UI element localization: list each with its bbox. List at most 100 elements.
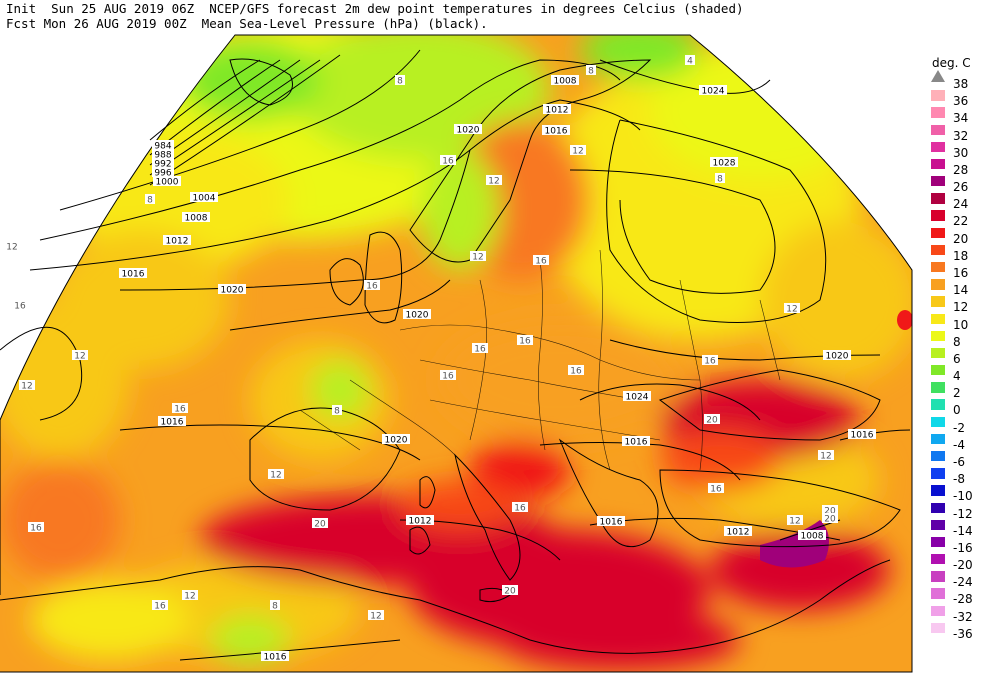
- legend-label: -14: [953, 523, 973, 538]
- isobar-label: 1024: [626, 393, 649, 403]
- legend-swatch: [931, 502, 945, 513]
- dewpoint-label-bg: [472, 343, 488, 353]
- dewpoint-label-bg: [685, 55, 695, 65]
- dewpoint-label: 12: [786, 305, 797, 315]
- isobar-label-bg: [218, 284, 246, 294]
- legend-label: 20: [953, 231, 969, 246]
- dewpoint-label-bg: [395, 75, 405, 85]
- legend-label: 26: [953, 180, 969, 195]
- isobar-label-bg: [153, 176, 181, 186]
- dewpoint-label: 12: [74, 352, 85, 362]
- dewpoint-label-bg: [270, 600, 280, 610]
- legend-label: 38: [953, 77, 969, 91]
- legend-label: 4: [953, 369, 961, 384]
- legend-swatch: [931, 605, 945, 616]
- dewpoint-label-bg: [12, 300, 28, 310]
- dewpoint-label-bg: [486, 175, 502, 185]
- isobar-label: 1012: [546, 106, 569, 116]
- dewpoint-label-bg: [364, 280, 380, 290]
- legend-label: -6: [953, 454, 965, 469]
- legend-swatch: [931, 244, 945, 256]
- dewpoint-label: 16: [442, 372, 454, 382]
- dewpoint-label: 12: [370, 612, 381, 622]
- legend-swatch: [931, 347, 945, 359]
- dewpoint-label: 8: [397, 77, 403, 87]
- legend-label: 30: [953, 145, 969, 160]
- dewpoint-label: 12: [472, 253, 483, 263]
- isobar-label: 1012: [727, 528, 750, 538]
- isobar-label-bg: [724, 526, 752, 536]
- dewpoint-label-bg: [818, 450, 834, 460]
- dewpoint-label-bg: [822, 505, 838, 515]
- isobar-label: 1028: [713, 159, 736, 169]
- dewpoint-label: 8: [147, 196, 153, 206]
- legend-swatch: [931, 399, 945, 410]
- isobar-label-bg: [699, 85, 727, 95]
- legend-swatch: [931, 365, 945, 376]
- dewpoint-label-bg: [568, 365, 584, 375]
- dewpoint-label: 12: [488, 177, 499, 187]
- isobar-label: 1016: [545, 127, 568, 137]
- dewpoint-label-bg: [172, 403, 188, 413]
- isobar-label: 1020: [385, 436, 408, 446]
- isobar-label-bg: [152, 149, 174, 159]
- isobar-label-bg: [710, 157, 738, 167]
- dewpoint-label: 12: [820, 452, 831, 462]
- legend-swatch: [931, 141, 945, 153]
- legend-swatch: [931, 519, 945, 531]
- isobar-label-bg: [597, 516, 625, 526]
- header-line-1: Init Sun 25 AUG 2019 06Z NCEP/GFS foreca…: [6, 1, 744, 16]
- dewpoint-label: 16: [366, 282, 378, 292]
- legend-label: 32: [953, 128, 969, 143]
- dewpoint-label: 16: [710, 485, 722, 495]
- legend-label: -16: [953, 540, 973, 555]
- dewpoint-label: 16: [174, 405, 186, 415]
- dewpoint-label: 12: [184, 592, 195, 602]
- isobar-label: 1000: [156, 178, 179, 188]
- legend-swatch: [931, 227, 945, 238]
- dewpoint-label-bg: [784, 303, 800, 313]
- isobar-label: 992: [154, 160, 171, 170]
- legend-label: 12: [953, 300, 969, 315]
- legend-swatch: [931, 330, 945, 342]
- dewpoint-label: 20: [824, 515, 836, 525]
- legend-swatch: [931, 261, 945, 273]
- dewpoint-label: 20: [824, 507, 836, 517]
- legend-label: -28: [953, 592, 973, 607]
- isobar-label: 988: [154, 151, 171, 161]
- dewpoint-label: 20: [504, 587, 516, 597]
- dewpoint-label: 12: [270, 471, 281, 481]
- legend-label: -8: [953, 472, 965, 487]
- isobar-label-bg: [158, 416, 186, 426]
- isobar-label: 1024: [702, 87, 725, 97]
- legend-label: 6: [953, 351, 961, 366]
- legend-swatch: [931, 468, 945, 479]
- isobar-label: 1004: [193, 194, 216, 204]
- dewpoint-label-bg: [19, 380, 35, 390]
- dewpoint-label-bg: [512, 502, 528, 512]
- isobar-label-bg: [382, 434, 410, 444]
- dewpoint-label: 16: [14, 302, 26, 312]
- dewpoint-label: 12: [789, 517, 800, 527]
- dewpoint-label: 8: [334, 407, 340, 417]
- isobar-label-bg: [261, 651, 289, 661]
- legend-label: 22: [953, 214, 969, 229]
- legend-swatch: [931, 622, 945, 634]
- country-borders: [299, 249, 781, 471]
- dewpoint-label-bg: [702, 355, 718, 365]
- isobar-label: 1020: [221, 286, 244, 296]
- isobar-label: 1020: [406, 311, 429, 321]
- dewpoint-label: 8: [272, 602, 278, 612]
- isobar-label: 1008: [185, 214, 208, 224]
- dewpoint-label-bg: [517, 335, 533, 345]
- legend-label: 8: [953, 334, 961, 349]
- legend-swatch: [931, 124, 945, 135]
- dewpoint-label: 20: [706, 416, 718, 426]
- legend-swatch: [931, 554, 945, 565]
- isobar-label-bg: [542, 125, 570, 135]
- legend-swatch: [931, 296, 945, 307]
- isobar-label: 1020: [826, 352, 849, 362]
- dewpoint-label-bg: [72, 350, 88, 360]
